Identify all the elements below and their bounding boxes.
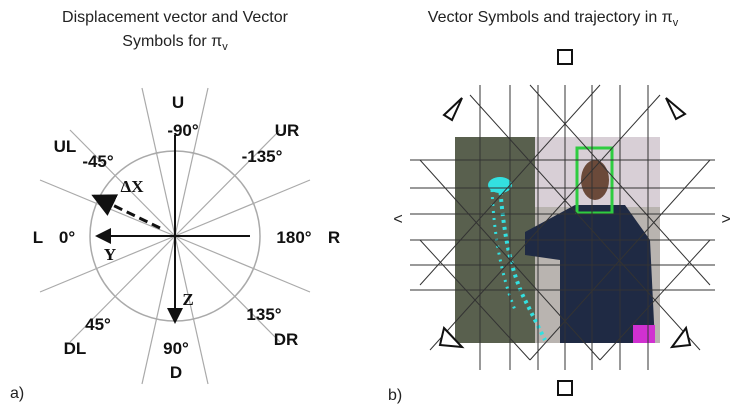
label: 45° [85, 315, 111, 334]
title: Displacement vector and Vector [62, 9, 289, 26]
label: U [172, 93, 184, 112]
label: D [170, 363, 182, 382]
label: ΔX [121, 177, 145, 196]
label: -135° [242, 147, 283, 166]
label: Z [182, 290, 193, 309]
symbol-label: > [721, 211, 730, 228]
panel-label: b) [388, 387, 402, 404]
title: Vector Symbols and trajectory in πv [428, 9, 679, 29]
label: 0° [59, 228, 75, 247]
title-subscript: v [673, 17, 679, 29]
label: -90° [167, 121, 199, 140]
title: Symbols for πv [122, 33, 228, 53]
label: 90° [163, 339, 189, 358]
label: DR [274, 330, 299, 349]
figure: Displacement vector and Vector Symbols f… [0, 0, 731, 412]
symbol-label: < [393, 211, 402, 228]
title-text: Vector Symbols and trajectory in π [428, 9, 673, 26]
label: -45° [82, 152, 114, 171]
label: L [33, 228, 43, 247]
label: 180° [276, 228, 311, 247]
label: UL [54, 137, 77, 156]
panel-label: a) [10, 385, 24, 402]
label: Y [104, 245, 116, 264]
label: DL [64, 339, 87, 358]
label: R [328, 228, 340, 247]
label: 135° [246, 305, 281, 324]
title-text: Symbols for π [122, 33, 222, 50]
label: UR [275, 121, 300, 140]
title-subscript: v [222, 41, 228, 53]
